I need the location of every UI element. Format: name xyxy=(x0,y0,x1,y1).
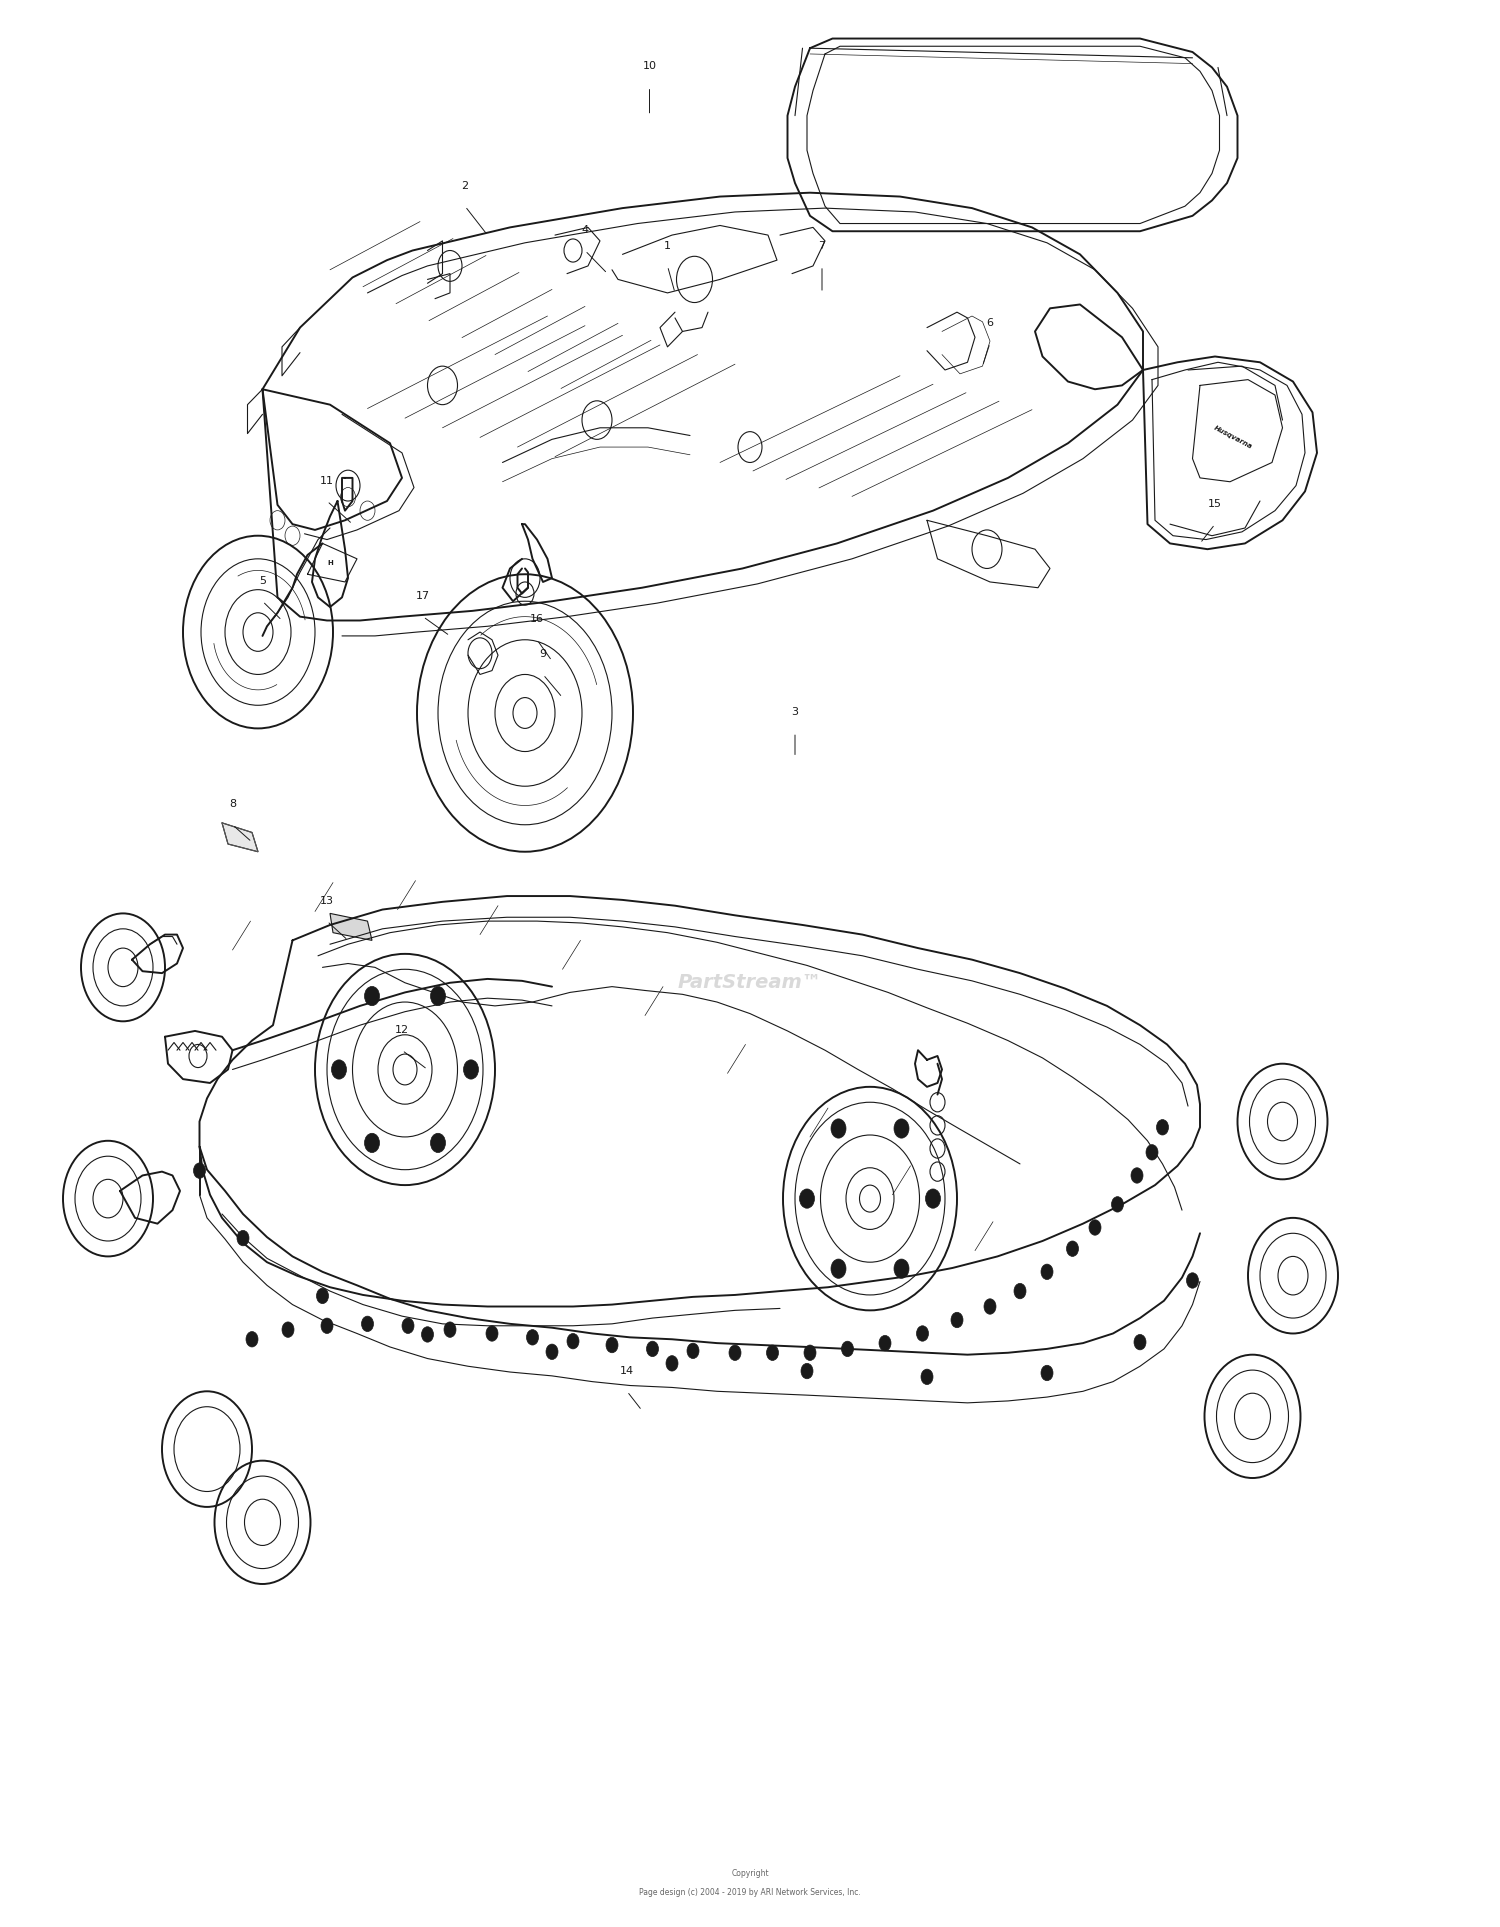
Circle shape xyxy=(1089,1220,1101,1235)
Text: 11: 11 xyxy=(320,476,334,486)
Text: 8: 8 xyxy=(230,800,236,809)
Circle shape xyxy=(729,1345,741,1360)
Circle shape xyxy=(1066,1241,1078,1256)
Text: 10: 10 xyxy=(642,62,657,71)
Text: 13: 13 xyxy=(320,896,334,906)
Circle shape xyxy=(430,1133,445,1152)
Circle shape xyxy=(1134,1333,1146,1349)
Text: 1: 1 xyxy=(664,241,670,251)
Circle shape xyxy=(402,1318,414,1333)
Circle shape xyxy=(444,1322,456,1337)
Circle shape xyxy=(486,1326,498,1341)
Circle shape xyxy=(926,1189,940,1208)
Circle shape xyxy=(194,1162,206,1177)
Text: 17: 17 xyxy=(416,592,430,601)
Circle shape xyxy=(831,1120,846,1139)
Circle shape xyxy=(766,1345,778,1360)
Circle shape xyxy=(666,1357,678,1372)
Circle shape xyxy=(951,1312,963,1328)
Circle shape xyxy=(1146,1145,1158,1160)
Circle shape xyxy=(422,1326,434,1341)
Circle shape xyxy=(364,1133,380,1152)
Circle shape xyxy=(801,1364,813,1380)
Text: Husqvarna: Husqvarna xyxy=(1214,424,1252,451)
Text: PartStream™: PartStream™ xyxy=(678,973,822,992)
Text: Copyright: Copyright xyxy=(730,1869,770,1877)
Text: 3: 3 xyxy=(792,707,798,717)
Circle shape xyxy=(546,1345,558,1360)
Text: 14: 14 xyxy=(620,1366,634,1376)
Circle shape xyxy=(362,1316,374,1332)
Circle shape xyxy=(567,1333,579,1349)
Circle shape xyxy=(526,1330,538,1345)
Text: Page design (c) 2004 - 2019 by ARI Network Services, Inc.: Page design (c) 2004 - 2019 by ARI Netwo… xyxy=(639,1888,861,1896)
Circle shape xyxy=(646,1341,658,1357)
Text: 12: 12 xyxy=(394,1025,410,1035)
Circle shape xyxy=(606,1337,618,1353)
Circle shape xyxy=(332,1060,346,1079)
Circle shape xyxy=(921,1368,933,1384)
Polygon shape xyxy=(222,823,258,852)
Text: 4: 4 xyxy=(582,225,588,235)
Circle shape xyxy=(800,1189,814,1208)
Circle shape xyxy=(687,1343,699,1359)
Circle shape xyxy=(804,1345,816,1360)
Circle shape xyxy=(316,1289,328,1303)
Text: 5: 5 xyxy=(260,576,266,586)
Circle shape xyxy=(894,1258,909,1278)
Text: H: H xyxy=(327,559,333,567)
Text: 6: 6 xyxy=(987,318,993,328)
Circle shape xyxy=(237,1231,249,1247)
Circle shape xyxy=(1112,1197,1124,1212)
Circle shape xyxy=(430,987,445,1006)
Circle shape xyxy=(1014,1283,1026,1299)
Circle shape xyxy=(321,1318,333,1333)
Text: 2: 2 xyxy=(462,181,468,191)
Circle shape xyxy=(916,1326,928,1341)
Circle shape xyxy=(1156,1120,1168,1135)
Circle shape xyxy=(364,987,380,1006)
Text: 16: 16 xyxy=(530,615,544,624)
Circle shape xyxy=(1041,1264,1053,1280)
Circle shape xyxy=(984,1299,996,1314)
Circle shape xyxy=(464,1060,478,1079)
Polygon shape xyxy=(330,913,372,940)
Circle shape xyxy=(1041,1366,1053,1380)
Circle shape xyxy=(879,1335,891,1351)
Circle shape xyxy=(282,1322,294,1337)
Circle shape xyxy=(1131,1168,1143,1183)
Circle shape xyxy=(246,1332,258,1347)
Circle shape xyxy=(831,1258,846,1278)
Text: 7: 7 xyxy=(819,241,825,251)
Circle shape xyxy=(894,1120,909,1139)
Circle shape xyxy=(842,1341,854,1357)
Text: 15: 15 xyxy=(1208,499,1222,509)
Text: 9: 9 xyxy=(540,649,546,659)
Circle shape xyxy=(1186,1274,1198,1289)
